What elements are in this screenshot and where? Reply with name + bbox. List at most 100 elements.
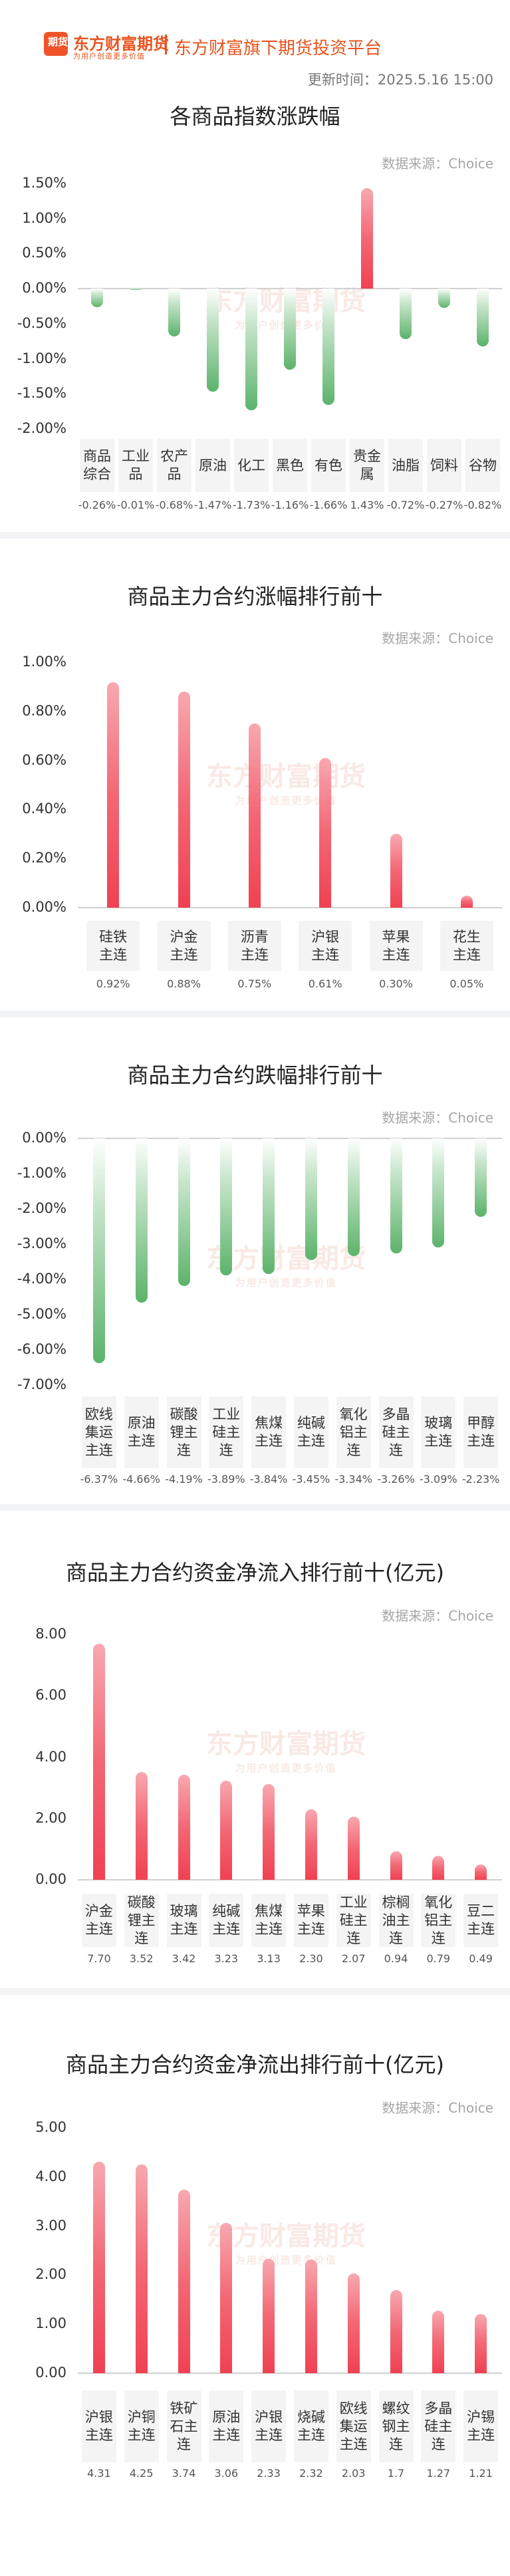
y-tick-label: -1.50% (17, 385, 66, 402)
category-cell (465, 439, 500, 492)
bar-9 (432, 2311, 445, 2373)
bar-3 (178, 1775, 190, 1880)
value-label: -3.84% (249, 1473, 288, 1485)
bar-5 (263, 1783, 275, 1880)
category-cell (81, 1396, 116, 1468)
brand-slogan: 为用户创造更多价值 (73, 52, 145, 61)
zero-axis (78, 1138, 502, 1139)
y-tick-label: -5.00% (17, 1306, 66, 1322)
category-label: 碳酸 锂主连 (127, 1894, 156, 1946)
category-cell (124, 2390, 159, 2462)
bar-9 (432, 1138, 445, 1247)
category-label: 纯碱 主连 (297, 1415, 325, 1449)
value-label: -0.26% (78, 499, 116, 511)
value-label: 0.79 (426, 1952, 451, 1965)
value-label: 0.94 (384, 1952, 408, 1965)
y-tick-label: -0.50% (17, 315, 66, 331)
category-cell (209, 1894, 244, 1947)
category-cell (227, 921, 281, 971)
bar-2 (135, 1771, 148, 1880)
zero-axis (78, 1879, 502, 1880)
value-label: 1.7 (387, 2467, 405, 2480)
category-label: 苹果 主连 (297, 1903, 325, 1937)
value-label: 3.74 (172, 2467, 196, 2480)
value-label: 0.61% (308, 977, 342, 990)
section-separator (0, 1011, 510, 1017)
category-cell (166, 1894, 201, 1947)
category-cell (273, 439, 307, 492)
value-label: 2.07 (341, 1952, 366, 1965)
value-label: -4.19% (165, 1473, 203, 1485)
category-label: 苹果 主连 (382, 928, 410, 963)
category-cell (251, 1396, 287, 1468)
value-label: 3.52 (129, 1952, 154, 1965)
category-cell (209, 1396, 244, 1468)
category-label: 欧线 集运 主连 (84, 1406, 113, 1458)
y-tick-label: -2.00% (17, 1200, 66, 1216)
y-tick-label: 1.00 (35, 2315, 66, 2332)
y-tick-label: 1.50% (22, 175, 66, 191)
value-label: 1.43% (350, 499, 384, 511)
category-cell (251, 1894, 287, 1947)
value-label: 3.06 (214, 2467, 239, 2480)
category-cell (157, 439, 191, 492)
category-label: 花生 主连 (452, 928, 481, 963)
y-tick-label: 0.60% (22, 751, 66, 768)
category-cell (293, 1894, 328, 1947)
value-label: -6.37% (80, 1473, 118, 1485)
category-cell (463, 1396, 499, 1468)
category-label: 工业 硅主连 (339, 1894, 368, 1946)
value-label: 0.05% (449, 977, 484, 990)
watermark: 东方财富期货为用户创造更多价值 (206, 761, 366, 807)
category-label: 谷物 (469, 457, 497, 473)
category-label: 沪金 主连 (170, 928, 198, 963)
value-label: 0.92% (96, 977, 130, 990)
bar-4 (319, 757, 332, 908)
data-source-label: 数据来源：Choice (382, 1608, 493, 1624)
brand-name: 东方财富期货 (73, 34, 169, 53)
bar-11 (477, 289, 489, 346)
value-label: -3.89% (207, 1473, 245, 1485)
category-cell (166, 2390, 201, 2462)
watermark: 东方财富期货为用户创造更多价值 (206, 1728, 366, 1774)
category-label: 多晶 硅主连 (382, 1406, 410, 1458)
category-label: 原油 主连 (212, 2409, 241, 2443)
bar-2 (135, 1138, 148, 1303)
value-label: 0.88% (167, 977, 201, 990)
category-cell (293, 2390, 328, 2462)
y-tick-label: 1.00% (22, 209, 66, 226)
bar-1 (92, 1643, 105, 1880)
category-label: 铁矿 石主连 (170, 2400, 198, 2452)
category-cell (81, 1894, 116, 1947)
value-label: 1.21 (469, 2467, 493, 2480)
y-tick-label: 2.00 (35, 2266, 66, 2283)
category-cell (421, 1894, 456, 1947)
y-tick-label: -1.00% (17, 1165, 66, 1181)
y-tick-label: -6.00% (17, 1341, 66, 1357)
category-cell (440, 921, 493, 971)
category-label: 化工 (237, 457, 265, 473)
category-cell (311, 439, 346, 492)
value-label: 3.13 (257, 1952, 281, 1965)
value-label: 4.25 (129, 2467, 154, 2480)
value-label: 4.31 (87, 2467, 111, 2480)
category-label: 沪银 主连 (84, 2409, 113, 2443)
category-label: 黑色 (276, 457, 304, 473)
category-cell (350, 439, 384, 492)
y-tick-label: 4.00 (35, 2168, 66, 2184)
value-label: -1.73% (232, 499, 271, 511)
category-cell (421, 1396, 456, 1468)
header-divider (165, 35, 167, 55)
bar-6 (305, 1138, 317, 1260)
bar-6 (460, 895, 473, 908)
bar-10 (475, 2313, 487, 2373)
bar-1 (92, 1138, 105, 1363)
y-tick-label: 0.00% (22, 280, 66, 297)
category-label: 农产品 (160, 448, 188, 482)
category-label: 沪金 主连 (84, 1903, 113, 1937)
bar-7 (347, 1816, 360, 1880)
bar-4 (220, 2223, 233, 2373)
section-separator (0, 1988, 510, 1995)
bar-6 (305, 1809, 317, 1880)
category-label: 焦煤 主连 (255, 1903, 283, 1937)
